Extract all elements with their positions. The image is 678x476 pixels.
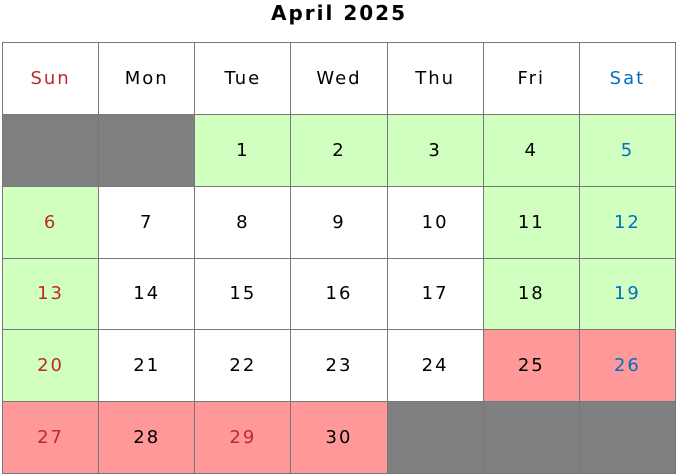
weekday-header-fri: Fri bbox=[483, 43, 580, 115]
day-cell-23[interactable]: 23 bbox=[291, 330, 388, 403]
day-cell-30[interactable]: 30 bbox=[291, 402, 388, 474]
calendar-title: April 2025 bbox=[271, 1, 407, 25]
day-cell-11[interactable]: 11 bbox=[483, 186, 580, 259]
day-cell-17[interactable]: 17 bbox=[387, 258, 484, 331]
day-cell-7[interactable]: 7 bbox=[99, 186, 196, 259]
empty-cell bbox=[483, 402, 580, 474]
day-cell-2[interactable]: 2 bbox=[291, 114, 388, 187]
weekday-header-sun: Sun bbox=[3, 43, 100, 115]
day-cell-1[interactable]: 1 bbox=[195, 114, 292, 187]
day-cell-18[interactable]: 18 bbox=[483, 258, 580, 331]
day-cell-4[interactable]: 4 bbox=[483, 114, 580, 187]
day-cell-15[interactable]: 15 bbox=[195, 258, 292, 331]
day-cell-3[interactable]: 3 bbox=[387, 114, 484, 187]
day-cell-25[interactable]: 25 bbox=[483, 330, 580, 403]
day-cell-27[interactable]: 27 bbox=[3, 402, 100, 474]
day-cell-8[interactable]: 8 bbox=[195, 186, 292, 259]
day-cell-6[interactable]: 6 bbox=[3, 186, 100, 259]
day-cell-13[interactable]: 13 bbox=[3, 258, 100, 331]
day-cell-22[interactable]: 22 bbox=[195, 330, 292, 403]
day-cell-24[interactable]: 24 bbox=[387, 330, 484, 403]
day-cell-28[interactable]: 28 bbox=[99, 402, 196, 474]
day-cell-12[interactable]: 12 bbox=[579, 186, 676, 259]
day-cell-29[interactable]: 29 bbox=[195, 402, 292, 474]
day-cell-16[interactable]: 16 bbox=[291, 258, 388, 331]
weekday-header-thu: Thu bbox=[387, 43, 484, 115]
day-cell-14[interactable]: 14 bbox=[99, 258, 196, 331]
weekday-header-tue: Tue bbox=[195, 43, 292, 115]
day-cell-20[interactable]: 20 bbox=[3, 330, 100, 403]
day-cell-9[interactable]: 9 bbox=[291, 186, 388, 259]
weekday-header-sat: Sat bbox=[579, 43, 676, 115]
weekday-header-wed: Wed bbox=[291, 43, 388, 115]
day-cell-10[interactable]: 10 bbox=[387, 186, 484, 259]
day-cell-5[interactable]: 5 bbox=[579, 114, 676, 187]
day-cell-26[interactable]: 26 bbox=[579, 330, 676, 403]
weekday-header-mon: Mon bbox=[99, 43, 196, 115]
empty-cell bbox=[3, 114, 100, 187]
day-cell-21[interactable]: 21 bbox=[99, 330, 196, 403]
empty-cell bbox=[99, 114, 196, 187]
day-cell-19[interactable]: 19 bbox=[579, 258, 676, 331]
calendar-grid: Sun Mon Tue Wed Thu Fri Sat 1 2 3 4 5 6 7 8 9 10 11 12 13 14… bbox=[2, 42, 676, 474]
empty-cell bbox=[579, 402, 676, 474]
empty-cell bbox=[387, 402, 484, 474]
